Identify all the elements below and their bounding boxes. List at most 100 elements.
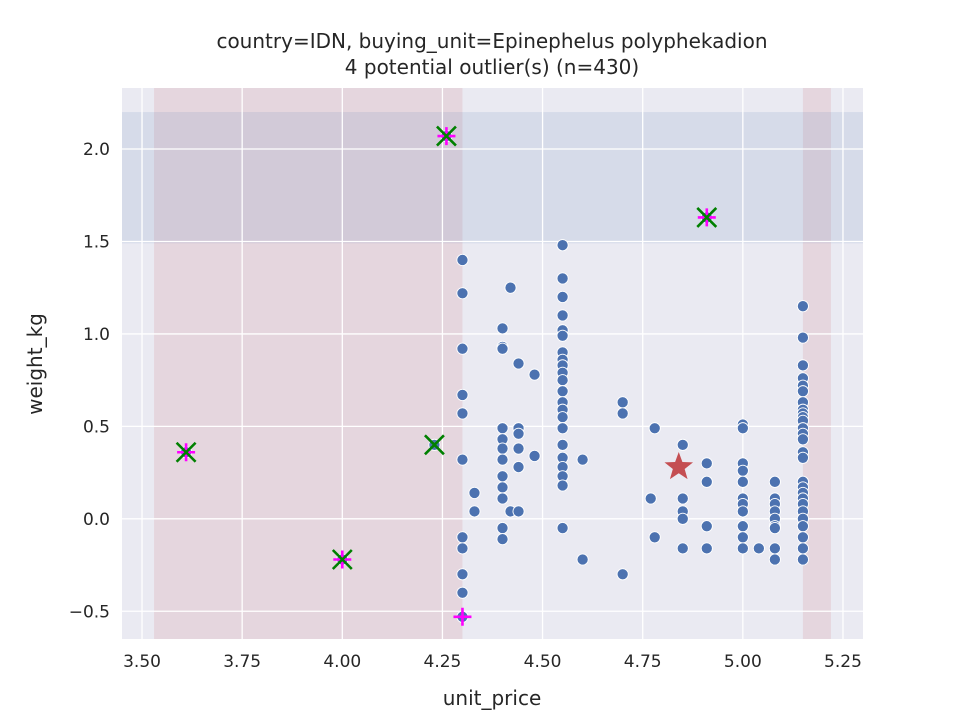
data-point — [504, 281, 517, 294]
outlier-x-marker — [331, 549, 353, 570]
data-point — [496, 481, 509, 494]
data-point — [752, 542, 765, 555]
outlier-plus-marker — [453, 607, 472, 626]
data-point — [796, 331, 809, 344]
data-point — [700, 520, 713, 533]
outlier-x-marker — [175, 441, 197, 463]
x-tick-labels: 3.50 3.75 4.00 4.25 4.50 4.75 5.00 5.25 — [123, 652, 862, 672]
data-point — [736, 542, 749, 555]
data-point — [496, 453, 509, 466]
data-point — [736, 475, 749, 488]
data-point — [556, 329, 569, 342]
outlier-x-marker — [696, 207, 718, 228]
y-outlier-band — [122, 112, 863, 244]
data-point — [456, 453, 469, 466]
data-point — [456, 542, 469, 555]
data-point — [576, 553, 589, 566]
data-point — [700, 457, 713, 470]
data-point — [512, 427, 525, 440]
data-point — [512, 357, 525, 370]
data-point — [456, 531, 469, 544]
data-point — [556, 239, 569, 252]
data-points — [180, 130, 809, 623]
data-point — [496, 442, 509, 455]
data-point — [456, 388, 469, 401]
data-point — [796, 531, 809, 544]
y-tick-label: 0.0 — [83, 510, 110, 530]
outlier-markers — [175, 125, 718, 626]
data-point — [644, 492, 657, 505]
data-point — [556, 272, 569, 285]
data-point — [736, 464, 749, 477]
data-point — [496, 342, 509, 355]
data-point — [796, 433, 809, 446]
x-tick-label: 3.50 — [123, 652, 161, 672]
data-point — [700, 542, 713, 555]
data-point — [556, 438, 569, 451]
x-tick-label: 4.50 — [524, 652, 562, 672]
data-point — [556, 385, 569, 398]
data-point — [676, 542, 689, 555]
x-tick-label: 4.00 — [323, 652, 361, 672]
x-tick-label: 3.75 — [223, 652, 261, 672]
data-point — [796, 300, 809, 313]
data-point — [556, 374, 569, 387]
x-tick-label: 4.25 — [424, 652, 462, 672]
data-point — [496, 533, 509, 546]
data-point — [496, 492, 509, 505]
chart-title-line-2: 4 potential outlier(s) (n=430) — [345, 55, 639, 79]
data-point — [512, 460, 525, 474]
data-point — [496, 522, 509, 535]
outlier-x-marker — [436, 125, 457, 147]
data-point — [796, 542, 809, 555]
y-tick-labels: −0.5 0.0 0.5 1.0 1.5 2.0 — [69, 140, 110, 622]
data-point — [528, 449, 541, 462]
x-tick-label: 4.75 — [624, 652, 662, 672]
outlier-x-marker — [424, 434, 445, 456]
centroid-star — [664, 452, 694, 480]
data-point — [796, 451, 809, 464]
data-point — [616, 407, 629, 420]
shaded-regions — [122, 88, 863, 639]
x-tick-label: 5.00 — [724, 652, 762, 672]
data-point — [456, 568, 469, 581]
data-point — [512, 442, 525, 455]
y-tick-label: 2.0 — [83, 140, 110, 160]
data-point — [768, 522, 781, 535]
data-point — [556, 522, 569, 535]
data-point — [496, 470, 509, 483]
data-point — [468, 486, 481, 499]
data-point — [512, 505, 525, 518]
data-point — [736, 505, 749, 518]
data-point — [496, 422, 509, 435]
data-point — [796, 359, 809, 372]
data-point — [648, 422, 661, 435]
data-point — [648, 531, 661, 544]
y-tick-label: 1.0 — [83, 325, 110, 345]
data-point — [456, 407, 469, 420]
data-point — [556, 422, 569, 435]
data-point — [736, 531, 749, 544]
data-point — [768, 475, 781, 488]
x-outlier-band — [154, 88, 463, 639]
data-point — [496, 322, 509, 335]
x-tick-label: 5.25 — [824, 652, 862, 672]
data-point — [768, 542, 781, 555]
data-point — [468, 505, 481, 518]
data-point — [676, 438, 689, 451]
y-tick-label: 1.5 — [83, 232, 110, 252]
x-axis-label: unit_price — [443, 686, 542, 710]
data-point — [616, 396, 629, 409]
chart-title-line-1: country=IDN, buying_unit=Epinephelus pol… — [216, 29, 767, 53]
data-point — [556, 479, 569, 492]
data-point — [736, 422, 749, 435]
data-point — [556, 309, 569, 322]
data-point — [676, 492, 689, 505]
y-axis-label: weight_kg — [23, 313, 47, 415]
data-point — [796, 520, 809, 533]
data-point — [676, 512, 689, 525]
data-point — [556, 290, 569, 303]
y-tick-label: 0.5 — [83, 417, 110, 437]
data-point — [456, 287, 469, 300]
